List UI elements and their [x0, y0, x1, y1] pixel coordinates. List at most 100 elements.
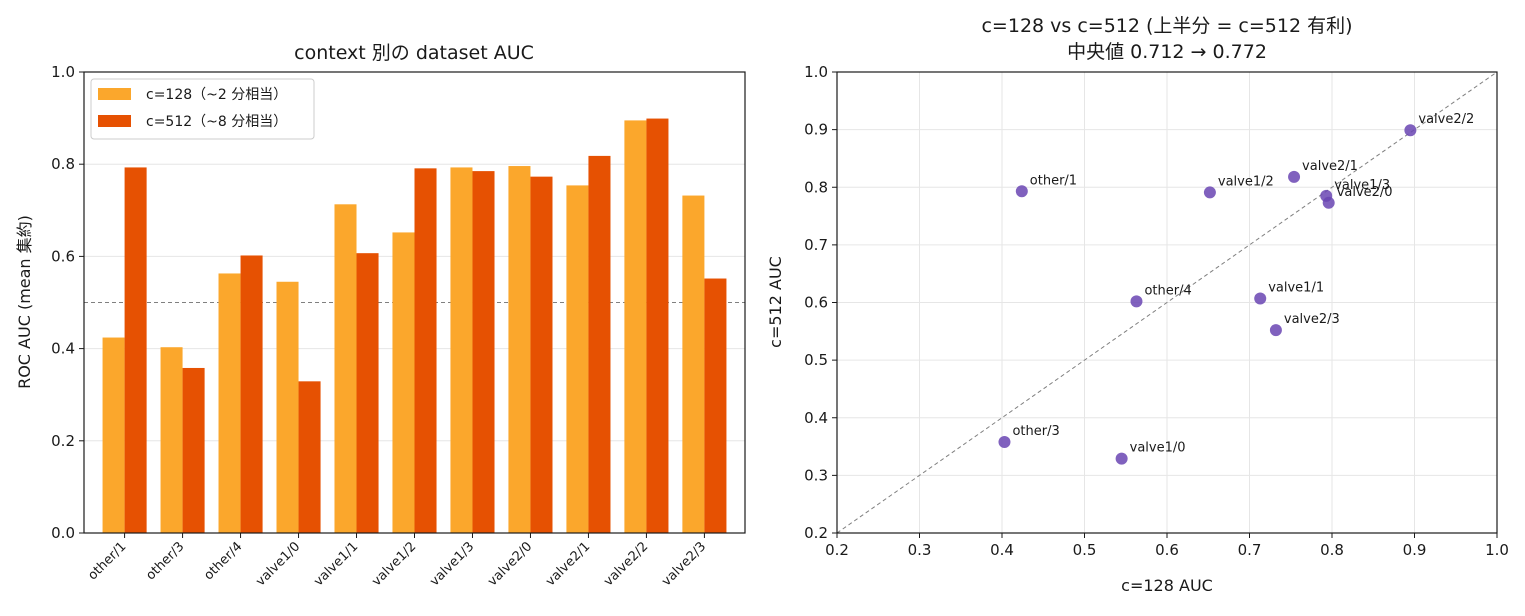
bar-x-tick-label: valve1/2	[369, 539, 419, 589]
legend-box	[90, 78, 315, 140]
scatter-marks: other/1 other/3 other/4 valve1/0 valve1/1 val…	[998, 112, 1474, 465]
bar-c512-other-1	[124, 167, 147, 533]
bar-c512-valve1-1	[356, 253, 379, 533]
scatter-point-label: valve2/1	[1302, 159, 1358, 174]
bar-c512-valve2-1	[588, 155, 611, 534]
scatter-y-tick-label: 0.3	[804, 466, 828, 484]
bar-y-tick-label: 0.6	[51, 247, 75, 265]
scatter-point-label: valve2/3	[1284, 312, 1340, 327]
bar-x-tick-label: other/1	[85, 539, 129, 583]
scatter-x-tick-label: 0.4	[990, 541, 1014, 559]
bar-x-ticks: other/1 other/3 other/4 valve1/0 valve1/1 val…	[85, 533, 709, 589]
scatter-y-tick-label: 0.5	[804, 351, 828, 369]
scatter-point-label: other/3	[1012, 424, 1059, 439]
bar-y-ticks: 0.0 0.2 0.4 0.6 0.8 1.0	[51, 63, 84, 542]
scatter-point-label: other/1	[1030, 173, 1077, 188]
legend-label-c128: c=128（~2 分相当）	[146, 87, 287, 103]
scatter-point-label: valve2/0	[1337, 185, 1393, 200]
bar-c128-valve2-2	[624, 120, 647, 533]
legend-swatch-c128	[98, 88, 131, 100]
scatter-y-tick-label: 0.4	[804, 409, 828, 427]
bar-x-tick-label: valve2/1	[543, 539, 593, 589]
scatter-x-tick-label: 0.5	[1073, 541, 1097, 559]
bar-chart: context 別の dataset AUC ROC AUC (mean 集約)…	[15, 42, 746, 589]
scatter-x-tick-label: 0.6	[1155, 541, 1179, 559]
bar-c128-valve2-1	[566, 185, 589, 533]
scatter-y-tick-label: 0.9	[804, 121, 828, 139]
scatter-point-valve1-2	[1203, 186, 1216, 199]
bar-c128-valve1-3	[450, 167, 473, 533]
bar-c512-valve2-2	[646, 118, 669, 533]
scatter-y-axis-title: c=512 AUC	[766, 256, 785, 348]
scatter-x-tick-label: 0.9	[1403, 541, 1427, 559]
bar-y-tick-label: 0.4	[51, 340, 75, 358]
scatter-point-other-1	[1015, 185, 1028, 198]
scatter-diagonal-line	[836, 71, 1498, 534]
scatter-y-tick-label: 0.6	[804, 294, 828, 312]
scatter-y-ticks: 0.2 0.3 0.4 0.5 0.6 0.7 0.8 0.9 1.0	[804, 63, 837, 542]
scatter-point-label: other/4	[1144, 283, 1191, 298]
bar-y-tick-label: 0.0	[51, 524, 75, 542]
scatter-point-label: valve1/0	[1130, 441, 1186, 456]
scatter-x-tick-label: 0.7	[1238, 541, 1262, 559]
scatter-point-valve1-1	[1254, 292, 1267, 305]
scatter-x-tick-label: 0.8	[1320, 541, 1344, 559]
bar-x-tick-label: valve1/1	[311, 539, 361, 589]
scatter-diagonal-group	[836, 71, 1498, 534]
scatter-point-valve1-0	[1115, 452, 1128, 465]
scatter-y-tick-label: 0.2	[804, 524, 828, 542]
bar-c512-other-3	[182, 367, 205, 533]
bar-marks	[102, 118, 727, 534]
scatter-x-axis-title: c=128 AUC	[1121, 576, 1213, 595]
scatter-x-ticks: 0.2 0.3 0.4 0.5 0.6 0.7 0.8 0.9 1.0	[825, 533, 1509, 559]
scatter-point-label: valve2/2	[1418, 112, 1474, 127]
bar-c128-valve2-3	[682, 195, 705, 533]
bar-x-tick-label: valve1/0	[253, 539, 303, 589]
bar-x-tick-label: valve2/2	[601, 539, 651, 589]
bar-x-tick-label: other/3	[143, 539, 187, 583]
scatter-point-other-3	[998, 435, 1011, 448]
bar-c128-other-3	[160, 347, 183, 533]
scatter-x-tick-label: 0.2	[825, 541, 849, 559]
bar-c512-other-4	[240, 255, 263, 533]
bar-c128-valve1-1	[334, 204, 357, 533]
bar-c512-valve2-3	[704, 278, 727, 533]
bar-x-tick-label: valve1/3	[427, 539, 477, 589]
bar-c512-valve1-3	[472, 171, 495, 534]
bar-chart-title: context 別の dataset AUC	[294, 42, 534, 64]
bar-c128-valve1-2	[392, 232, 415, 534]
bar-x-tick-label: valve2/3	[659, 539, 709, 589]
bar-c512-valve1-2	[414, 168, 437, 533]
scatter-y-tick-label: 0.8	[804, 178, 828, 196]
bar-y-tick-label: 1.0	[51, 63, 75, 81]
scatter-point-valve2-3	[1269, 324, 1282, 337]
bar-y-tick-label: 0.2	[51, 432, 75, 450]
scatter-point-label: valve1/2	[1218, 174, 1274, 189]
bar-legend: c=128（~2 分相当） c=512（~8 分相当）	[90, 78, 315, 140]
scatter-x-tick-label: 1.0	[1485, 541, 1509, 559]
scatter-point-label: valve1/3	[1334, 178, 1390, 193]
scatter-point-valve2-2	[1404, 124, 1417, 137]
bar-y-tick-label: 0.8	[51, 155, 75, 173]
scatter-point-valve2-1	[1288, 170, 1301, 183]
bar-x-tick-label: other/4	[201, 539, 245, 583]
legend-label-c512: c=512（~8 分相当）	[146, 114, 287, 130]
scatter-chart: c=128 vs c=512 (上半分 = c=512 有利) 中央値 0.71…	[766, 15, 1509, 595]
scatter-point-label: valve1/1	[1268, 280, 1324, 295]
scatter-chart-title: c=128 vs c=512 (上半分 = c=512 有利)	[981, 15, 1352, 37]
scatter-y-tick-label: 1.0	[804, 63, 828, 81]
scatter-point-other-4	[1130, 295, 1143, 308]
bar-chart-y-axis-title: ROC AUC (mean 集約)	[15, 215, 34, 389]
bar-x-tick-label: valve2/0	[485, 539, 535, 589]
legend-swatch-c512	[98, 115, 131, 127]
bar-c128-valve2-0	[508, 166, 531, 533]
scatter-x-tick-label: 0.3	[908, 541, 932, 559]
bar-c512-valve1-0	[298, 381, 321, 533]
bar-c128-other-4	[218, 273, 241, 533]
bar-c128-other-1	[102, 337, 125, 533]
bar-c512-valve2-0	[530, 176, 553, 533]
scatter-point-valve2-0	[1322, 196, 1335, 209]
scatter-chart-subtitle: 中央値 0.712 → 0.772	[1067, 41, 1267, 63]
bar-c128-valve1-0	[276, 281, 299, 533]
